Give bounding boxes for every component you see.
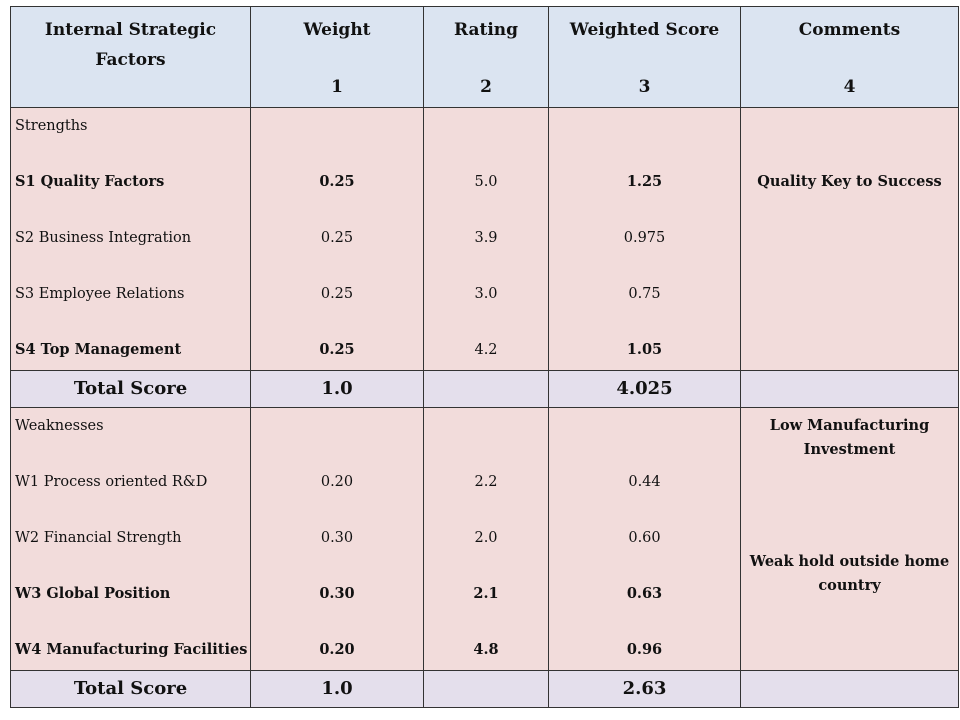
- weakness-factor: W2 Financial Strength: [15, 530, 182, 546]
- strengths-rating-cell: 5.0 3.9 3.0 4.2: [423, 107, 549, 371]
- weakness-score: 0.60: [628, 530, 661, 546]
- strength-rating: 5.0: [474, 174, 498, 190]
- weaknesses-label: Weaknesses: [15, 418, 104, 434]
- weakness-comment-line: Weak hold outside home: [749, 553, 950, 570]
- header-score-num: 3: [638, 77, 651, 97]
- strengths-total-label: Total Score: [10, 370, 251, 408]
- header-factors-line1: Internal Strategic: [44, 20, 217, 40]
- strengths-total-score: 4.025: [548, 370, 741, 408]
- strengths-total-comment: [740, 370, 959, 408]
- header-score: Weighted Score 3: [548, 6, 741, 108]
- strength-score: 0.975: [623, 230, 666, 246]
- weaknesses-weight-cell: 0.20 0.30 0.30 0.20: [250, 407, 424, 671]
- weaknesses-total-weight: 1.0: [250, 670, 424, 708]
- strength-factor: S2 Business Integration: [15, 230, 192, 246]
- strength-factor: S3 Employee Relations: [15, 286, 185, 302]
- header-weight: Weight 1: [250, 6, 424, 108]
- strength-factor: S1 Quality Factors: [15, 173, 165, 190]
- strength-score: 1.05: [626, 341, 663, 358]
- header-rating-title: Rating: [453, 20, 519, 40]
- header-row: Internal Strategic Factors Weight 1 Rati…: [10, 6, 959, 108]
- strengths-comments-cell: Quality Key to Success: [740, 107, 959, 371]
- strengths-weight-cell: 0.25 0.25 0.25 0.25: [250, 107, 424, 371]
- weaknesses-comments-cell: Low Manufacturing Investment Weak hold o…: [740, 407, 959, 671]
- weakness-weight: 0.20: [320, 474, 354, 490]
- header-factors-line2: Factors: [95, 50, 166, 70]
- strengths-total-rating: [423, 370, 549, 408]
- weakness-comment-line: Investment: [803, 441, 896, 458]
- header-weight-num: 1: [331, 77, 343, 97]
- strength-rating: 4.2: [474, 342, 498, 358]
- weakness-weight: 0.30: [319, 585, 355, 602]
- strength-weight: 0.25: [320, 286, 354, 302]
- weaknesses-total-label: Total Score: [10, 670, 251, 708]
- strength-rating: 3.0: [474, 286, 498, 302]
- strengths-factors-cell: Strengths S1 Quality Factors S2 Business…: [10, 107, 251, 371]
- weaknesses-total-rating: [423, 670, 549, 708]
- weakness-score: 0.96: [626, 641, 663, 658]
- weakness-factor: W1 Process oriented R&D: [15, 474, 208, 490]
- weaknesses-section: Weaknesses W1 Process oriented R&D W2 Fi…: [10, 407, 959, 671]
- header-comments: Comments 4: [740, 6, 959, 108]
- strengths-total-weight: 1.0: [250, 370, 424, 408]
- weaknesses-score-cell: 0.44 0.60 0.63 0.96: [548, 407, 741, 671]
- strength-factor: S4 Top Management: [15, 341, 182, 358]
- weakness-factor: W3 Global Position: [15, 585, 171, 602]
- weaknesses-total-row: Total Score 1.0 2.63: [10, 670, 959, 708]
- weakness-comment-line: country: [818, 577, 881, 594]
- weakness-score: 0.63: [626, 585, 663, 602]
- header-comments-title: Comments: [798, 20, 901, 40]
- header-rating-num: 2: [480, 77, 492, 97]
- strength-weight: 0.25: [319, 173, 355, 190]
- weakness-weight: 0.30: [320, 530, 354, 546]
- header-score-title: Weighted Score: [569, 20, 720, 40]
- header-rating: Rating 2: [423, 6, 549, 108]
- strength-score: 1.25: [626, 173, 663, 190]
- header-weight-title: Weight: [303, 20, 371, 40]
- weakness-rating: 2.2: [474, 474, 498, 490]
- header-comments-num: 4: [843, 77, 856, 97]
- strengths-label: Strengths: [15, 118, 88, 134]
- strength-weight: 0.25: [320, 230, 354, 246]
- weakness-rating: 2.1: [473, 585, 499, 602]
- weakness-score: 0.44: [628, 474, 661, 490]
- weaknesses-total-comment: [740, 670, 959, 708]
- weakness-rating: 2.0: [474, 530, 498, 546]
- weakness-weight: 0.20: [319, 641, 355, 658]
- strengths-section: Strengths S1 Quality Factors S2 Business…: [10, 107, 959, 371]
- weaknesses-factors-cell: Weaknesses W1 Process oriented R&D W2 Fi…: [10, 407, 251, 671]
- strengths-score-cell: 1.25 0.975 0.75 1.05: [548, 107, 741, 371]
- strength-comment: Quality Key to Success: [757, 173, 942, 190]
- weaknesses-rating-cell: 2.2 2.0 2.1 4.8: [423, 407, 549, 671]
- strength-weight: 0.25: [319, 341, 355, 358]
- strengths-total-row: Total Score 1.0 4.025: [10, 370, 959, 408]
- strategic-factors-table: Internal Strategic Factors Weight 1 Rati…: [10, 6, 959, 708]
- header-factors: Internal Strategic Factors: [10, 6, 251, 108]
- weaknesses-total-score: 2.63: [548, 670, 741, 708]
- strength-rating: 3.9: [474, 230, 498, 246]
- weakness-factor: W4 Manufacturing Facilities: [15, 641, 248, 658]
- weakness-comment-line: Low Manufacturing: [769, 417, 930, 434]
- strength-score: 0.75: [628, 286, 661, 302]
- weakness-rating: 4.8: [473, 641, 499, 658]
